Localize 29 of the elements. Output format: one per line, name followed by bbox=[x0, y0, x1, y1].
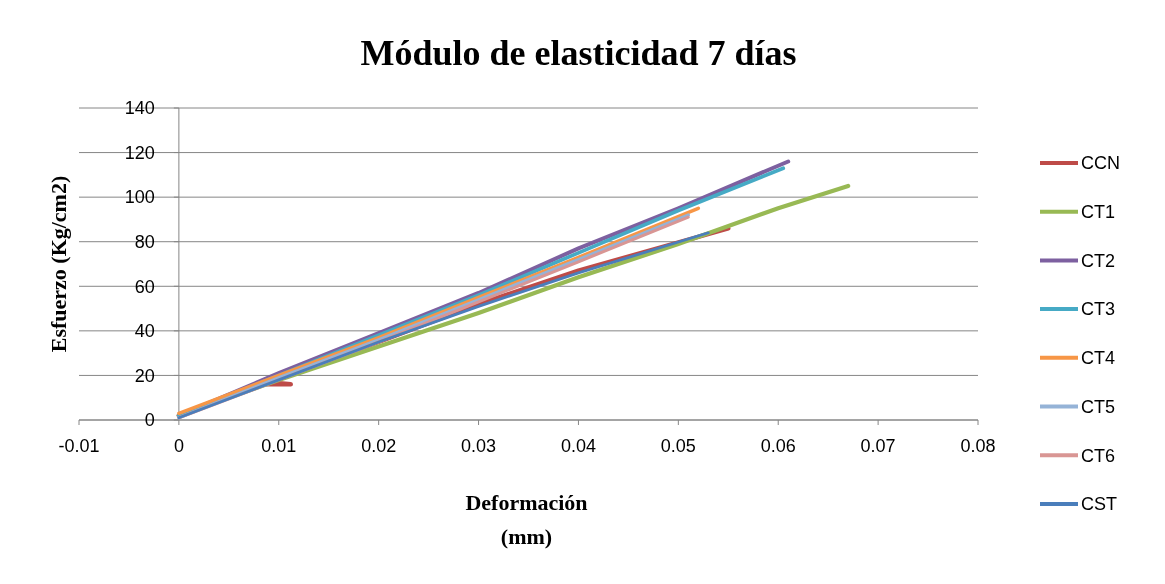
y-tick-label: 80 bbox=[134, 232, 155, 253]
y-tick-label: 40 bbox=[134, 321, 155, 342]
x-tick-label: 0 bbox=[173, 436, 184, 456]
x-tick-label: 0.05 bbox=[660, 436, 696, 456]
legend-label: CT1 bbox=[1081, 202, 1116, 222]
x-tick-label: 0.02 bbox=[361, 436, 397, 456]
x-tick-label: 0.01 bbox=[261, 436, 297, 456]
x-tick-label: 0.07 bbox=[860, 436, 896, 456]
y-tick-label: 120 bbox=[124, 142, 155, 163]
x-tick-label: 0.08 bbox=[960, 436, 996, 456]
x-axis-title: Deformación (mm) bbox=[465, 490, 588, 549]
legend-label: CT4 bbox=[1081, 348, 1116, 369]
x-tick-label: -0.01 bbox=[58, 436, 100, 456]
y-tick-label: 20 bbox=[134, 365, 155, 386]
legend-label: CT3 bbox=[1081, 299, 1116, 320]
chart-title: Módulo de elasticidad 7 días bbox=[360, 33, 797, 73]
y-tick-label: 60 bbox=[134, 276, 155, 297]
legend-label: CST bbox=[1081, 494, 1117, 515]
y-tick-label: 140 bbox=[124, 98, 155, 119]
legend-label: CT2 bbox=[1081, 250, 1116, 271]
x-tick-label: 0.06 bbox=[760, 436, 796, 456]
x-tick-label: 0.03 bbox=[461, 436, 497, 456]
legend-label: CT6 bbox=[1081, 445, 1116, 466]
y-tick-label: 100 bbox=[124, 187, 155, 208]
x-tick-label: 0.04 bbox=[560, 436, 596, 456]
y-tick-label: 0 bbox=[144, 410, 155, 431]
legend-label: CCN bbox=[1081, 153, 1120, 174]
y-axis-title: Esfuerzo (Kg/cm2) bbox=[46, 175, 71, 353]
legend-label: CT5 bbox=[1081, 396, 1116, 417]
